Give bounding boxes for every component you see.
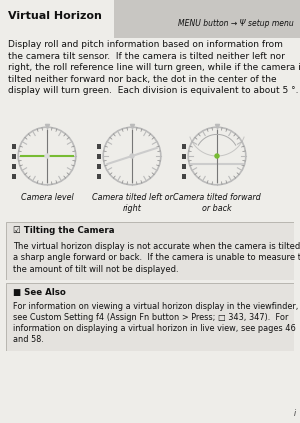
Bar — [97, 144, 101, 148]
Bar — [12, 154, 16, 159]
Bar — [12, 164, 16, 169]
Bar — [182, 164, 186, 169]
Text: ■ See Also: ■ See Also — [13, 288, 66, 297]
Text: ☑ Tilting the Camera: ☑ Tilting the Camera — [13, 226, 115, 235]
Circle shape — [130, 154, 134, 158]
Bar — [97, 154, 101, 159]
Bar — [182, 154, 186, 159]
Bar — [182, 144, 186, 148]
Circle shape — [45, 154, 49, 158]
Bar — [12, 174, 16, 179]
Text: Camera tilted forward
or back: Camera tilted forward or back — [173, 193, 261, 213]
Text: The virtual horizon display is not accurate when the camera is tilted at
a sharp: The virtual horizon display is not accur… — [13, 242, 300, 274]
Text: Camera level: Camera level — [21, 193, 74, 202]
Text: MENU button → Ψ setup menu: MENU button → Ψ setup menu — [178, 19, 294, 28]
Text: Camera tilted left or
right: Camera tilted left or right — [92, 193, 172, 213]
Bar — [12, 144, 16, 148]
Text: i: i — [293, 409, 296, 418]
Bar — [97, 164, 101, 169]
FancyBboxPatch shape — [6, 283, 294, 351]
Text: Display roll and pitch information based on information from
the camera tilt sen: Display roll and pitch information based… — [8, 41, 300, 95]
Text: For information on viewing a virtual horizon display in the viewfinder,
see Cust: For information on viewing a virtual hor… — [13, 302, 298, 344]
Bar — [182, 174, 186, 179]
FancyBboxPatch shape — [6, 222, 294, 280]
Circle shape — [215, 154, 219, 158]
Text: Virtual Horizon: Virtual Horizon — [8, 11, 101, 21]
FancyBboxPatch shape — [114, 0, 300, 38]
Bar — [97, 174, 101, 179]
